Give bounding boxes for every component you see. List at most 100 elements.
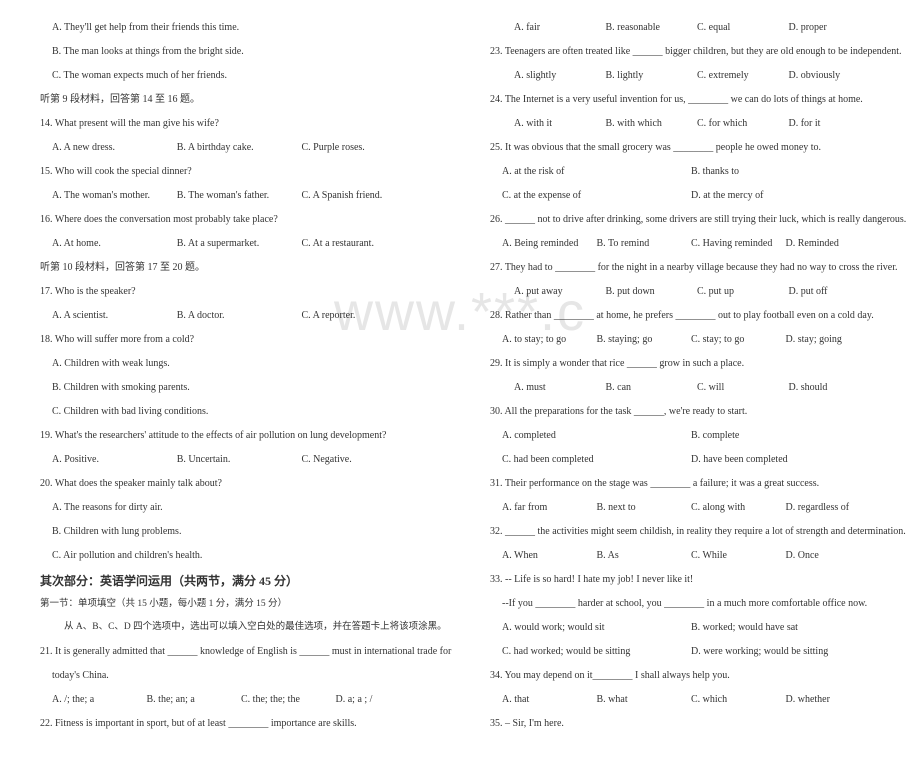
q26-choices: A. Being reminded B. To remind C. Having… — [490, 236, 880, 251]
section-2-subtitle: 第一节：单项填空（共 15 小题，每小题 1 分，满分 15 分） — [40, 597, 430, 611]
q13-opt-b: B. The man looks at things from the brig… — [40, 44, 430, 59]
q19-opt-b: B. Uncertain. — [177, 452, 302, 467]
q13-opt-c: C. The woman expects much of her friends… — [40, 68, 430, 83]
q14-opt-b: B. A birthday cake. — [177, 140, 302, 155]
q31-opt-d: D. regardless of — [786, 500, 881, 515]
q27-opt-a: A. put away — [514, 284, 606, 299]
q15-opt-a: A. The woman's mother. — [52, 188, 177, 203]
q20-stem: 20. What does the speaker mainly talk ab… — [40, 476, 430, 491]
listen-10-heading: 听第 10 段材料，回答第 17 至 20 题。 — [40, 260, 430, 275]
q25-opt-d: D. at the mercy of — [691, 188, 880, 203]
q29-opt-d: D. should — [789, 380, 881, 395]
q27-opt-c: C. put up — [697, 284, 789, 299]
q24-opt-b: B. with which — [606, 116, 698, 131]
q20-opt-c: C. Air pollution and children's health. — [40, 548, 430, 563]
q24-choices: A. with it B. with which C. for which D.… — [490, 116, 880, 131]
q35-stem: 35. – Sir, I'm here. — [490, 716, 880, 731]
q34-opt-a: A. that — [502, 692, 597, 707]
q27-opt-d: D. put off — [789, 284, 881, 299]
q20-opt-a: A. The reasons for dirty air. — [40, 500, 430, 515]
q21-stem-cont: today's China. — [40, 668, 430, 683]
q15-stem: 15. Who will cook the special dinner? — [40, 164, 430, 179]
right-column: A. fair B. reasonable C. equal D. proper… — [490, 20, 880, 740]
q26-stem: 26. ______ not to drive after drinking, … — [490, 212, 880, 227]
q30-opt-d: D. have been completed — [691, 452, 880, 467]
q18-opt-b: B. Children with smoking parents. — [40, 380, 430, 395]
q31-opt-b: B. next to — [597, 500, 692, 515]
q16-opt-a: A. At home. — [52, 236, 177, 251]
q26-opt-b: B. To remind — [597, 236, 692, 251]
q29-choices: A. must B. can C. will D. should — [490, 380, 880, 395]
page-container: A. They'll get help from their friends t… — [0, 0, 920, 760]
q20-opt-b: B. Children with lung problems. — [40, 524, 430, 539]
q23-opt-a: A. slightly — [514, 68, 606, 83]
q27-opt-b: B. put down — [606, 284, 698, 299]
q32-opt-a: A. When — [502, 548, 597, 563]
q23-opt-c: C. extremely — [697, 68, 789, 83]
q33-choices-cd: C. had worked; would be sitting D. were … — [490, 644, 880, 659]
q25-choices-cd: C. at the expense of D. at the mercy of — [490, 188, 880, 203]
q22-opt-d: D. proper — [789, 20, 881, 35]
q34-stem: 34. You may depend on it________ I shall… — [490, 668, 880, 683]
q31-opt-a: A. far from — [502, 500, 597, 515]
q18-opt-a: A. Children with weak lungs. — [40, 356, 430, 371]
q26-opt-c: C. Having reminded — [691, 236, 786, 251]
q16-opt-b: B. At a supermarket. — [177, 236, 302, 251]
q21-stem: 21. It is generally admitted that ______… — [40, 644, 430, 659]
q21-opt-b: B. the; an; a — [147, 692, 242, 707]
q21-opt-c: C. the; the; the — [241, 692, 336, 707]
q34-opt-d: D. whether — [786, 692, 881, 707]
q17-choices: A. A scientist. B. A doctor. C. A report… — [40, 308, 430, 323]
q28-choices: A. to stay; to go B. staying; go C. stay… — [490, 332, 880, 347]
q24-stem: 24. The Internet is a very useful invent… — [490, 92, 880, 107]
q22-choices: A. fair B. reasonable C. equal D. proper — [490, 20, 880, 35]
q29-opt-b: B. can — [606, 380, 698, 395]
q33-opt-a: A. would work; would sit — [502, 620, 691, 635]
q25-opt-b: B. thanks to — [691, 164, 880, 179]
q17-opt-c: C. A reporter. — [301, 308, 426, 323]
q23-opt-d: D. obviously — [789, 68, 881, 83]
q30-choices-ab: A. completed B. complete — [490, 428, 880, 443]
q28-opt-a: A. to stay; to go — [502, 332, 597, 347]
q30-opt-b: B. complete — [691, 428, 880, 443]
q32-stem: 32. ______ the activities might seem chi… — [490, 524, 880, 539]
q15-opt-b: B. The woman's father. — [177, 188, 302, 203]
q30-choices-cd: C. had been completed D. have been compl… — [490, 452, 880, 467]
left-column: A. They'll get help from their friends t… — [40, 20, 430, 740]
q25-stem: 25. It was obvious that the small grocer… — [490, 140, 880, 155]
q32-opt-c: C. While — [691, 548, 786, 563]
q33-opt-b: B. worked; would have sat — [691, 620, 880, 635]
q14-opt-c: C. Purple roses. — [301, 140, 426, 155]
q28-opt-c: C. stay; to go — [691, 332, 786, 347]
q32-choices: A. When B. As C. While D. Once — [490, 548, 880, 563]
q16-choices: A. At home. B. At a supermarket. C. At a… — [40, 236, 430, 251]
q16-stem: 16. Where does the conversation most pro… — [40, 212, 430, 227]
section-2-title: 其次部分：英语学问运用（共两节，满分 45 分） — [40, 572, 430, 589]
q14-stem: 14. What present will the man give his w… — [40, 116, 430, 131]
q19-stem: 19. What's the researchers' attitude to … — [40, 428, 430, 443]
q32-opt-d: D. Once — [786, 548, 881, 563]
q29-opt-a: A. must — [514, 380, 606, 395]
listen-9-heading: 听第 9 段材料，回答第 14 至 16 题。 — [40, 92, 430, 107]
q34-opt-b: B. what — [597, 692, 692, 707]
q33-choices-ab: A. would work; would sit B. worked; woul… — [490, 620, 880, 635]
q28-opt-b: B. staying; go — [597, 332, 692, 347]
q27-choices: A. put away B. put down C. put up D. put… — [490, 284, 880, 299]
q16-opt-c: C. At a restaurant. — [301, 236, 426, 251]
q24-opt-c: C. for which — [697, 116, 789, 131]
q33-opt-c: C. had worked; would be sitting — [502, 644, 691, 659]
q14-opt-a: A. A new dress. — [52, 140, 177, 155]
q17-stem: 17. Who is the speaker? — [40, 284, 430, 299]
q24-opt-d: D. for it — [789, 116, 881, 131]
q29-stem: 29. It is simply a wonder that rice ____… — [490, 356, 880, 371]
q34-choices: A. that B. what C. which D. whether — [490, 692, 880, 707]
q28-opt-d: D. stay; going — [786, 332, 881, 347]
q25-opt-a: A. at the risk of — [502, 164, 691, 179]
q33-opt-d: D. were working; would be sitting — [691, 644, 880, 659]
q28-stem: 28. Rather than ________ at home, he pre… — [490, 308, 880, 323]
q26-opt-d: D. Reminded — [786, 236, 881, 251]
q30-stem: 30. All the preparations for the task __… — [490, 404, 880, 419]
q23-opt-b: B. lightly — [606, 68, 698, 83]
q30-opt-c: C. had been completed — [502, 452, 691, 467]
q25-opt-c: C. at the expense of — [502, 188, 691, 203]
